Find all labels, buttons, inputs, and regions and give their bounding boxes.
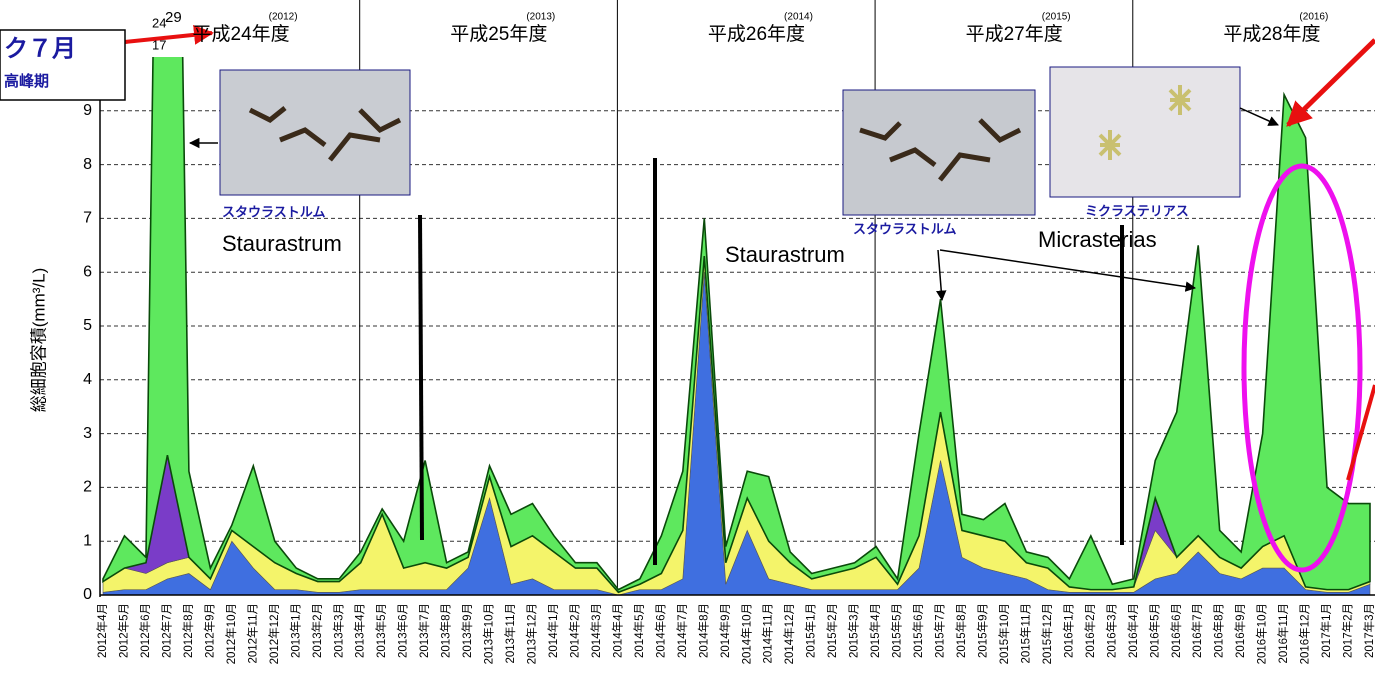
photo: [843, 90, 1035, 215]
x-tick-label: 2012年7月: [159, 603, 173, 658]
x-tick-label: 2013年9月: [460, 603, 474, 658]
y-tick-label: 7: [83, 210, 92, 227]
x-tick-label: 2014年2月: [567, 603, 581, 658]
x-tick-label: 2013年1月: [288, 603, 302, 658]
x-tick-label: 2013年12月: [525, 603, 539, 664]
x-tick-label: 2012年10月: [224, 603, 238, 664]
x-tick-label: 2016年8月: [1212, 603, 1226, 658]
x-tick-label: 2016年1月: [1061, 603, 1075, 658]
x-tick-label: 2014年3月: [589, 603, 603, 658]
box-title: ク７月: [4, 35, 76, 62]
x-tick-label: 2012年8月: [181, 603, 195, 658]
chart: ク７月 高峰期 総細胞容積(mm³/L) スタウラストルム スタウラストルム ミ…: [0, 0, 1375, 700]
x-tick-label: 2016年6月: [1169, 603, 1183, 658]
x-tick-label: 2016年10月: [1255, 603, 1269, 664]
x-tick-label: 2013年3月: [331, 603, 345, 658]
year-sub: (2016): [1299, 12, 1328, 23]
x-tick-label: 2016年12月: [1298, 603, 1312, 664]
x-tick-label: 2013年11月: [503, 603, 517, 664]
x-tick-label: 2014年4月: [610, 603, 624, 658]
x-tick-label: 2013年10月: [482, 603, 496, 664]
arrow: [1288, 40, 1375, 125]
x-tick-label: 2014年10月: [739, 603, 753, 664]
x-tick-label: 2015年7月: [933, 603, 947, 658]
taxon-name: Staurastrum: [222, 231, 342, 256]
taxon-name: Micrasterias: [1038, 227, 1157, 252]
x-tick-label: 2017年1月: [1319, 603, 1333, 658]
x-tick-label: 2016年11月: [1276, 603, 1290, 664]
peak-label: 17: [152, 37, 166, 52]
x-tick-label: 2017年2月: [1341, 603, 1355, 658]
x-tick-label: 2014年7月: [675, 603, 689, 658]
x-tick-label: 2012年12月: [267, 603, 281, 664]
photo-caption: スタウラストルム: [853, 221, 956, 236]
x-tick-label: 2014年11月: [761, 603, 775, 664]
x-tick-label: 2015年9月: [975, 603, 989, 658]
x-tick-label: 2012年4月: [95, 603, 109, 658]
y-tick-label: 8: [83, 156, 92, 173]
y-tick-label: 2: [83, 479, 92, 496]
year-label: 平成24年度: [193, 23, 290, 45]
year-label: 平成26年度: [708, 23, 805, 45]
y-tick-label: 0: [83, 586, 92, 603]
x-tick-label: 2016年7月: [1190, 603, 1204, 658]
x-tick-label: 2015年3月: [847, 603, 861, 658]
x-tick-label: 2012年5月: [117, 603, 131, 658]
x-tick-label: 2015年12月: [1040, 603, 1054, 664]
x-tick-label: 2017年3月: [1362, 603, 1375, 658]
y-tick-label: 6: [83, 263, 92, 280]
photo-caption: ミクラステリアス: [1085, 203, 1189, 218]
x-tick-label: 2013年2月: [310, 603, 324, 658]
y-tick-label: 1: [83, 532, 92, 549]
x-tick-label: 2015年6月: [911, 603, 925, 658]
x-tick-label: 2012年11月: [245, 603, 259, 664]
year-sub: (2014): [784, 12, 813, 23]
x-tick-label: 2015年8月: [954, 603, 968, 658]
x-tick-label: 2013年7月: [417, 603, 431, 658]
x-tick-label: 2016年2月: [1083, 603, 1097, 658]
x-tick-label: 2014年9月: [718, 603, 732, 658]
x-tick-label: 2015年5月: [890, 603, 904, 658]
x-tick-label: 2013年6月: [396, 603, 410, 658]
photo-caption: スタウラストルム: [222, 204, 325, 219]
x-tick-label: 2014年5月: [632, 603, 646, 658]
box-text: 高峰期: [4, 72, 49, 90]
x-tick-label: 2016年9月: [1233, 603, 1247, 658]
year-label: 平成27年度: [966, 23, 1063, 45]
x-tick-label: 2015年1月: [804, 603, 818, 658]
x-tick-label: 2013年4月: [353, 603, 367, 658]
x-tick-label: 2016年5月: [1147, 603, 1161, 658]
x-tick-label: 2013年8月: [439, 603, 453, 658]
x-tick-label: 2014年8月: [696, 603, 710, 658]
x-tick-label: 2016年4月: [1126, 603, 1140, 658]
y-tick-label: 5: [83, 317, 92, 334]
photo: [1050, 67, 1240, 197]
x-tick-label: 2015年10月: [997, 603, 1011, 664]
y-tick-label: 3: [83, 425, 92, 442]
x-tick-label: 2014年1月: [546, 603, 560, 658]
x-tick-label: 2012年6月: [138, 603, 152, 658]
x-tick-label: 2015年11月: [1018, 603, 1032, 664]
x-tick-label: 2012年9月: [202, 603, 216, 658]
marker-bar: [420, 215, 422, 540]
year-sub: (2013): [526, 12, 555, 23]
y-tick-label: 9: [83, 102, 92, 119]
peak-label: 29: [165, 9, 182, 26]
x-tick-label: 2015年2月: [825, 603, 839, 658]
photo: [220, 70, 410, 195]
year-label: 平成25年度: [450, 23, 547, 45]
taxon-name: Staurastrum: [725, 242, 845, 267]
x-tick-label: 2013年5月: [374, 603, 388, 658]
y-tick-label: 4: [83, 371, 92, 388]
year-label: 平成28年度: [1223, 23, 1320, 45]
x-tick-label: 2014年12月: [782, 603, 796, 664]
y-axis-label: 総細胞容積(mm³/L): [29, 268, 48, 412]
x-tick-label: 2014年6月: [653, 603, 667, 658]
arrow: [938, 250, 942, 300]
x-tick-label: 2016年3月: [1104, 603, 1118, 658]
x-tick-label: 2015年4月: [868, 603, 882, 658]
year-sub: (2012): [269, 12, 298, 23]
year-sub: (2015): [1042, 12, 1071, 23]
arrow: [940, 250, 1195, 288]
